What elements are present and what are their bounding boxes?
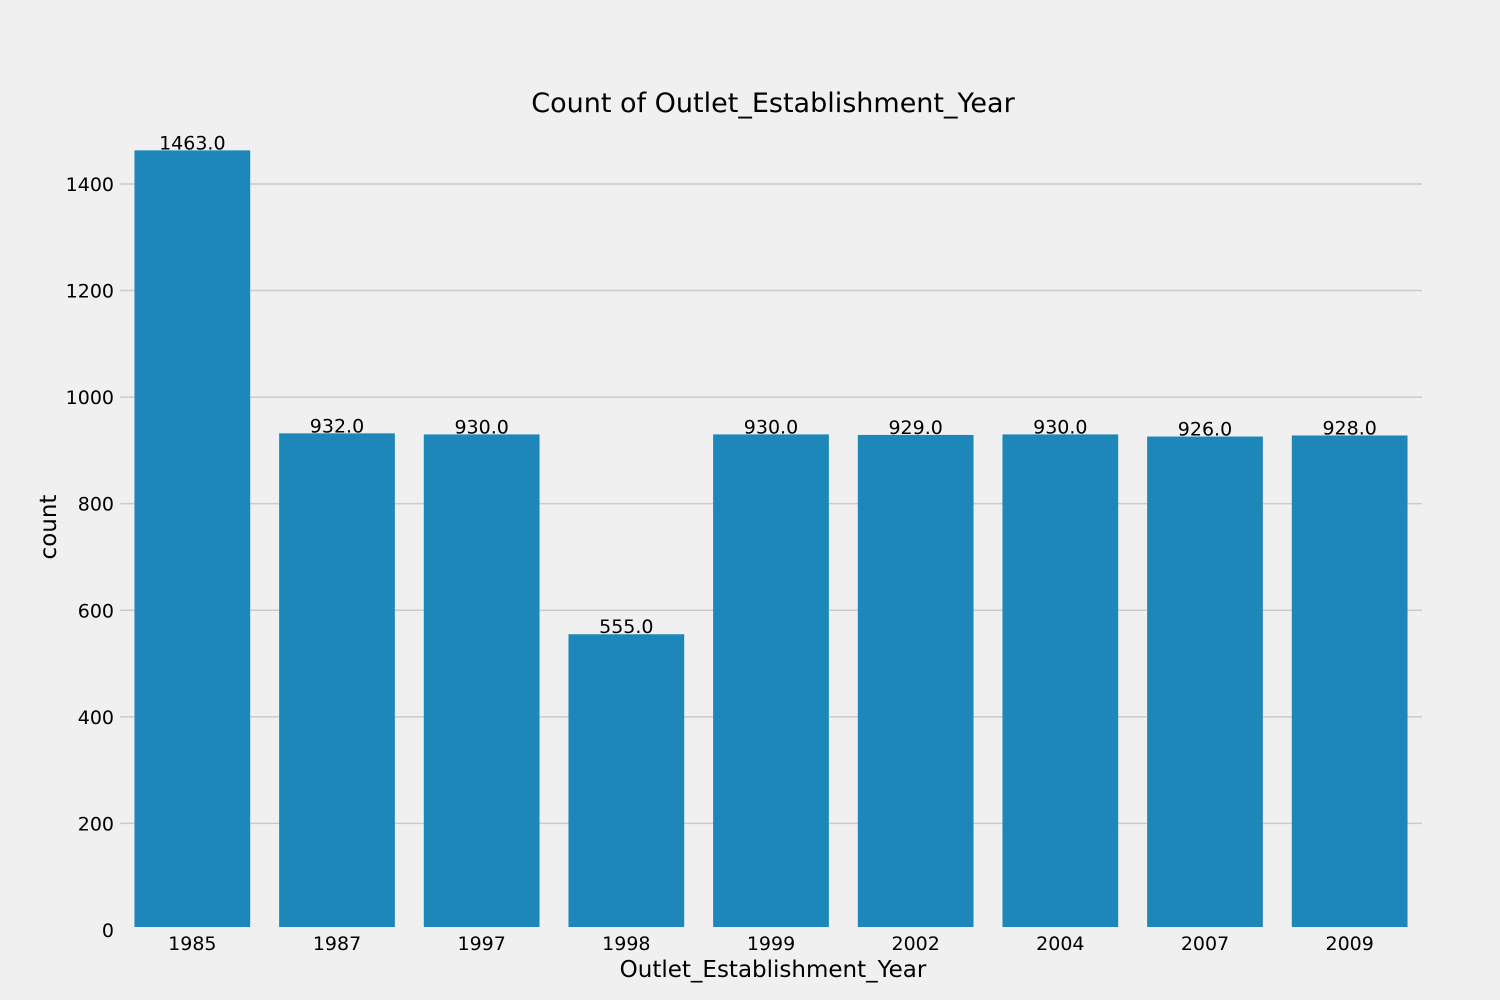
bar-value-label: 930.0 <box>1033 416 1087 438</box>
bar <box>423 434 540 927</box>
bar <box>857 434 974 927</box>
bar-value-label: 555.0 <box>599 616 653 638</box>
x-tick-label: 1997 <box>457 933 505 955</box>
bar-value-label: 929.0 <box>888 417 942 439</box>
x-tick-label: 1999 <box>747 933 795 955</box>
bar <box>1291 435 1408 927</box>
y-tick-label: 1400 <box>66 174 114 196</box>
bar <box>568 634 685 927</box>
y-tick-label: 800 <box>78 494 114 516</box>
x-axis-ticks: 1985 1987 1997 1998 1999 2002 2004 2007 2009 <box>168 933 1374 955</box>
bar-value-label: 928.0 <box>1322 417 1376 439</box>
y-axis-ticks: 0 200 400 600 800 1000 1200 1400 <box>66 174 114 942</box>
value-labels-layer: 1463.0 932.0 930.0 555.0 930.0 929.0 930.0 926.… <box>159 132 1377 638</box>
x-tick-label: 2002 <box>891 933 939 955</box>
bar <box>713 434 829 927</box>
bar-value-label: 1463.0 <box>159 132 225 154</box>
bar <box>1147 436 1263 927</box>
x-tick-label: 1985 <box>168 933 216 955</box>
chart-title: Count of Outlet_Establishment_Year <box>531 88 1015 119</box>
bar-value-label: 926.0 <box>1178 419 1232 441</box>
y-tick-label: 1200 <box>66 281 114 303</box>
bars-layer <box>134 150 1408 927</box>
x-tick-label: 2004 <box>1036 933 1084 955</box>
bar-value-label: 930.0 <box>454 416 508 438</box>
y-axis-label: count <box>36 495 62 560</box>
bar-value-label: 930.0 <box>744 416 798 438</box>
x-tick-label: 1987 <box>313 933 361 955</box>
y-tick-label: 400 <box>78 707 114 729</box>
y-tick-label: 0 <box>102 920 114 942</box>
x-tick-label: 1998 <box>602 933 650 955</box>
bar <box>1002 434 1119 927</box>
y-tick-label: 1000 <box>66 387 114 409</box>
bar <box>134 150 251 927</box>
x-tick-label: 2009 <box>1325 933 1373 955</box>
bar <box>279 433 395 927</box>
y-tick-label: 600 <box>78 600 114 622</box>
x-axis-label: Outlet_Establishment_Year <box>620 957 927 983</box>
bar-value-label: 932.0 <box>310 415 364 437</box>
x-tick-label: 2007 <box>1181 933 1229 955</box>
y-tick-label: 200 <box>78 813 114 835</box>
